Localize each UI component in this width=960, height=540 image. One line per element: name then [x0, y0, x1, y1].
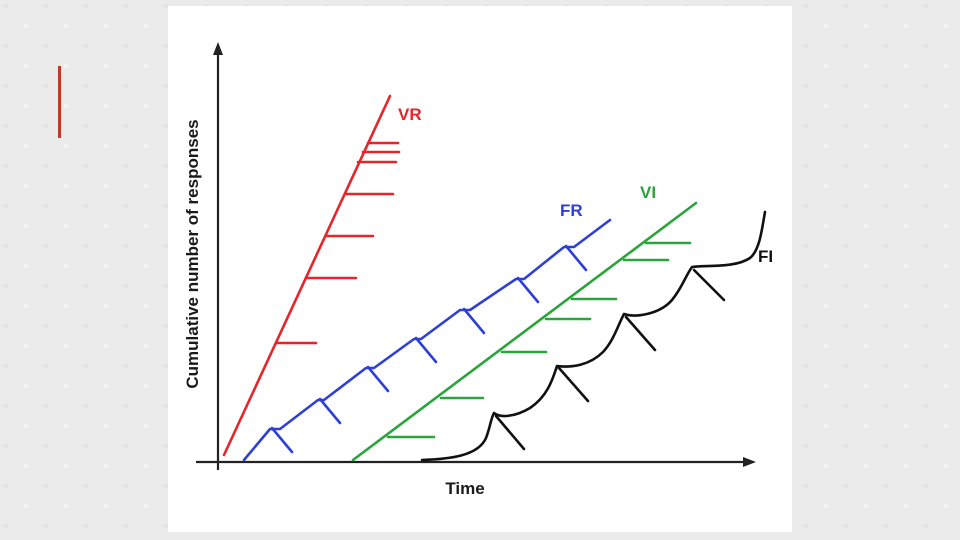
fr-mark [564, 244, 588, 272]
slide-accent-bar [58, 66, 61, 138]
y-axis-arrowhead [213, 42, 223, 55]
fr-line [242, 218, 612, 462]
fi-mark [692, 268, 726, 302]
fi-mark [624, 315, 657, 352]
fi-mark [494, 414, 526, 451]
x-axis-label: Time [445, 479, 484, 498]
fr-mark [366, 365, 390, 393]
fr-curve [242, 218, 612, 462]
vi-label: VI [640, 183, 656, 202]
fr-reinforcement-marks [270, 244, 588, 454]
reinforcement-schedules-diagram: Time Cumulative number of responses VR [183, 42, 773, 498]
fi-reinforcement-marks [494, 268, 726, 451]
vi-line [351, 201, 698, 462]
fr-mark [516, 276, 540, 304]
fi-mark [557, 366, 590, 403]
y-axis-label: Cumulative number of responses [183, 119, 202, 388]
fi-curve [420, 210, 767, 462]
vr-curve [222, 94, 401, 457]
axes [196, 52, 748, 470]
vr-label: VR [398, 105, 422, 124]
fr-label: FR [560, 201, 583, 220]
fi-label: FI [758, 247, 773, 266]
fi-line [420, 210, 767, 462]
fr-mark [318, 397, 342, 425]
figure-panel: Time Cumulative number of responses VR [168, 6, 792, 532]
vr-reinforcement-marks [274, 141, 401, 345]
fr-mark [270, 426, 294, 454]
fr-mark [462, 307, 486, 335]
fr-mark [414, 336, 438, 364]
vr-line [222, 94, 392, 457]
vi-reinforcement-marks [386, 241, 692, 439]
vi-curve [351, 201, 698, 462]
x-axis-arrowhead [743, 457, 756, 467]
